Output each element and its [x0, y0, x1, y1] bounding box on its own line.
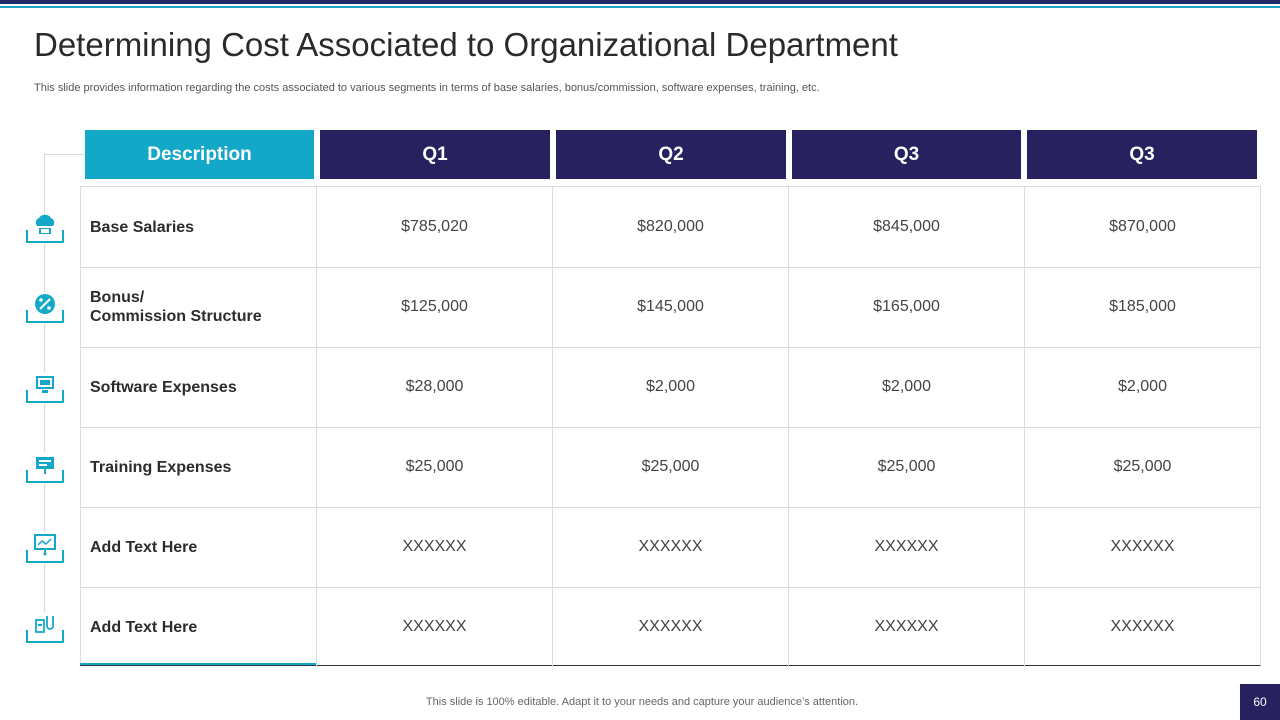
slide-subtitle: This slide provides information regardin…	[34, 82, 820, 94]
cell-q3-second: XXXXXX	[1024, 587, 1260, 667]
cell-q2: $25,000	[552, 427, 788, 507]
cell-q3-second: $25,000	[1024, 427, 1260, 507]
row-label: Bonus/Commission Structure	[80, 267, 316, 347]
cell-q2: XXXXXX	[552, 507, 788, 587]
top-accent-line	[0, 6, 1280, 8]
cell-q3: $2,000	[788, 347, 1024, 427]
cell-q1: $785,020	[316, 187, 552, 267]
cell-q1: $125,000	[316, 267, 552, 347]
percent-badge-icon	[25, 292, 65, 324]
header-q3: Q3	[792, 130, 1021, 179]
top-accent-bar	[0, 0, 1280, 4]
projector-screen-icon	[25, 532, 65, 564]
footer-note: This slide is 100% editable. Adapt it to…	[425, 696, 859, 708]
cell-q3-second: XXXXXX	[1024, 507, 1260, 587]
cell-q3-second: $2,000	[1024, 347, 1260, 427]
cost-table: Base Salaries $785,020 $820,000 $845,000…	[80, 186, 1261, 667]
row-label-line1: Training Expenses	[90, 458, 232, 476]
analytics-tools-icon	[25, 612, 65, 644]
cell-q1: XXXXXX	[316, 507, 552, 587]
table-row: Add Text Here XXXXXX XXXXXX XXXXXX XXXXX…	[80, 587, 1260, 667]
row-label: Base Salaries	[80, 187, 316, 267]
cell-q2: $2,000	[552, 347, 788, 427]
header-q2: Q2	[556, 130, 786, 179]
cell-q3: $165,000	[788, 267, 1024, 347]
cell-q2: XXXXXX	[552, 587, 788, 667]
cell-q2: $820,000	[552, 187, 788, 267]
cell-q1: $28,000	[316, 347, 552, 427]
table-row: Software Expenses $28,000 $2,000 $2,000 …	[80, 347, 1260, 428]
computer-icon	[25, 372, 65, 404]
cell-q3: XXXXXX	[788, 507, 1024, 587]
description-underline	[80, 663, 316, 665]
training-presentation-icon	[25, 452, 65, 484]
table-row: Bonus/Commission Structure $125,000 $145…	[80, 267, 1260, 348]
row-label-line1: Base Salaries	[90, 218, 195, 236]
page-number: 60	[1240, 684, 1280, 720]
cell-q3-second: $870,000	[1024, 187, 1260, 267]
cell-q3: $845,000	[788, 187, 1024, 267]
header-q1: Q1	[320, 130, 550, 179]
cell-q3: $25,000	[788, 427, 1024, 507]
row-label: Training Expenses	[80, 427, 316, 507]
header-q3-second: Q3	[1027, 130, 1257, 179]
row-label: Software Expenses	[80, 347, 316, 427]
row-label-line1: Add Text Here	[90, 538, 198, 556]
slide-title: Determining Cost Associated to Organizat…	[34, 26, 898, 63]
cell-q1: $25,000	[316, 427, 552, 507]
row-label-line1: Software Expenses	[90, 378, 237, 396]
row-label-line1: Add Text Here	[90, 618, 198, 636]
cell-q3: XXXXXX	[788, 587, 1024, 667]
header-description: Description	[85, 130, 314, 179]
cell-q1: XXXXXX	[316, 587, 552, 667]
cell-q2: $145,000	[552, 267, 788, 347]
cloud-money-icon	[25, 212, 65, 244]
table-left-border	[80, 186, 81, 664]
row-label: Add Text Here	[80, 507, 316, 587]
connector-line-horizontal	[44, 154, 84, 155]
table-row: Training Expenses $25,000 $25,000 $25,00…	[80, 427, 1260, 508]
row-label-line2: Commission Structure	[90, 308, 262, 325]
row-label: Add Text Here	[80, 587, 316, 667]
table-row: Base Salaries $785,020 $820,000 $845,000…	[80, 187, 1260, 268]
cell-q3-second: $185,000	[1024, 267, 1260, 347]
row-label-line1: Bonus/	[90, 289, 145, 306]
table-row: Add Text Here XXXXXX XXXXXX XXXXXX XXXXX…	[80, 507, 1260, 588]
